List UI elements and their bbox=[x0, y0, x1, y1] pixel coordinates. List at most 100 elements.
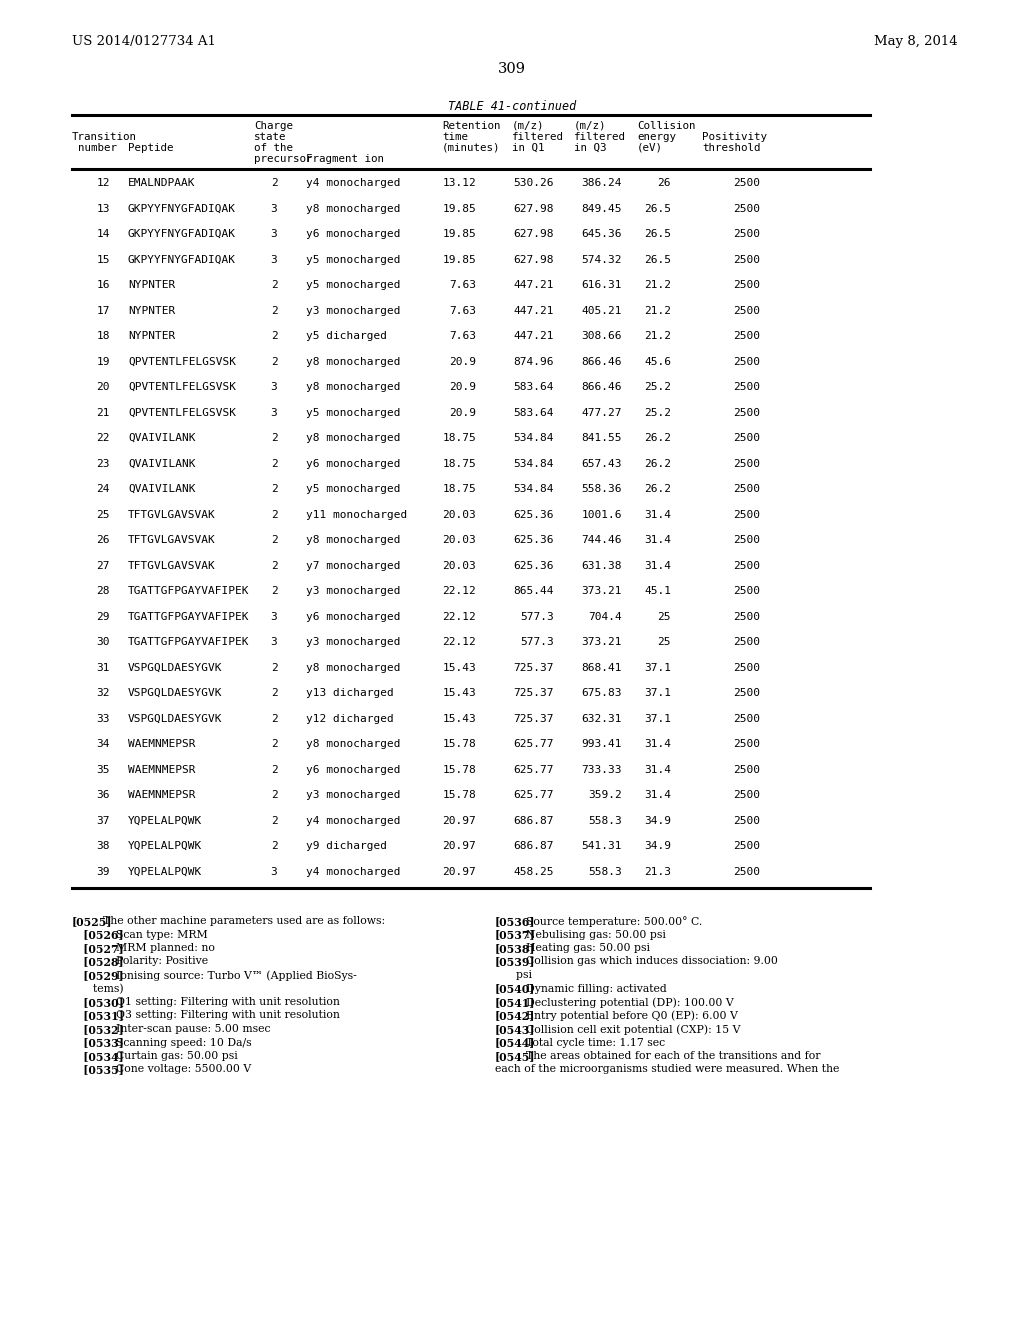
Text: 2500: 2500 bbox=[733, 535, 760, 545]
Text: 26: 26 bbox=[657, 178, 671, 187]
Text: y11 monocharged: y11 monocharged bbox=[306, 510, 408, 520]
Text: 19.85: 19.85 bbox=[442, 255, 476, 264]
Text: 33: 33 bbox=[96, 714, 110, 723]
Text: 2500: 2500 bbox=[733, 714, 760, 723]
Text: 15.78: 15.78 bbox=[442, 739, 476, 748]
Text: y5 monocharged: y5 monocharged bbox=[306, 484, 400, 494]
Text: [0540]: [0540] bbox=[495, 983, 536, 994]
Text: 31.4: 31.4 bbox=[644, 791, 671, 800]
Text: 23: 23 bbox=[96, 458, 110, 469]
Text: 583.64: 583.64 bbox=[513, 408, 554, 417]
Text: y3 monocharged: y3 monocharged bbox=[306, 638, 400, 647]
Text: WAEMNMEPSR: WAEMNMEPSR bbox=[128, 764, 196, 775]
Text: threshold: threshold bbox=[702, 143, 761, 153]
Text: y4 monocharged: y4 monocharged bbox=[306, 816, 400, 825]
Text: y8 monocharged: y8 monocharged bbox=[306, 381, 400, 392]
Text: US 2014/0127734 A1: US 2014/0127734 A1 bbox=[72, 36, 216, 48]
Text: y5 dicharged: y5 dicharged bbox=[306, 331, 387, 341]
Text: 627.98: 627.98 bbox=[513, 255, 554, 264]
Text: 558.3: 558.3 bbox=[588, 866, 622, 876]
Text: 2500: 2500 bbox=[733, 255, 760, 264]
Text: (m/z): (m/z) bbox=[574, 121, 606, 131]
Text: y8 monocharged: y8 monocharged bbox=[306, 356, 400, 367]
Text: 25: 25 bbox=[657, 611, 671, 622]
Text: Declustering potential (DP): 100.00 V: Declustering potential (DP): 100.00 V bbox=[519, 997, 734, 1007]
Text: 20.9: 20.9 bbox=[449, 381, 476, 392]
Text: 725.37: 725.37 bbox=[513, 663, 554, 672]
Text: 26.5: 26.5 bbox=[644, 255, 671, 264]
Text: 2500: 2500 bbox=[733, 816, 760, 825]
Text: [0534]: [0534] bbox=[72, 1051, 124, 1063]
Text: 45.6: 45.6 bbox=[644, 356, 671, 367]
Text: 2: 2 bbox=[270, 433, 278, 444]
Text: Curtain gas: 50.00 psi: Curtain gas: 50.00 psi bbox=[109, 1051, 238, 1061]
Text: 2500: 2500 bbox=[733, 458, 760, 469]
Text: 26.5: 26.5 bbox=[644, 230, 671, 239]
Text: 993.41: 993.41 bbox=[582, 739, 622, 748]
Text: filtered: filtered bbox=[574, 132, 626, 143]
Text: 2500: 2500 bbox=[733, 381, 760, 392]
Text: [0537]: [0537] bbox=[495, 929, 536, 940]
Text: 15.43: 15.43 bbox=[442, 688, 476, 698]
Text: 15.43: 15.43 bbox=[442, 714, 476, 723]
Text: 534.84: 534.84 bbox=[513, 433, 554, 444]
Text: 19: 19 bbox=[96, 356, 110, 367]
Text: 534.84: 534.84 bbox=[513, 484, 554, 494]
Text: [0525]: [0525] bbox=[72, 916, 113, 927]
Text: TGATTGFPGAYVAFIPEK: TGATTGFPGAYVAFIPEK bbox=[128, 586, 250, 597]
Text: 2: 2 bbox=[270, 663, 278, 672]
Text: Collision: Collision bbox=[637, 121, 695, 131]
Text: 36: 36 bbox=[96, 791, 110, 800]
Text: 447.21: 447.21 bbox=[513, 331, 554, 341]
Text: 20.97: 20.97 bbox=[442, 866, 476, 876]
Text: 2500: 2500 bbox=[733, 688, 760, 698]
Text: y9 dicharged: y9 dicharged bbox=[306, 841, 387, 851]
Text: 2500: 2500 bbox=[733, 331, 760, 341]
Text: The other machine parameters used are as follows:: The other machine parameters used are as… bbox=[96, 916, 385, 927]
Text: [0543]: [0543] bbox=[495, 1024, 536, 1035]
Text: 21.3: 21.3 bbox=[644, 866, 671, 876]
Text: filtered: filtered bbox=[512, 132, 564, 143]
Text: 32: 32 bbox=[96, 688, 110, 698]
Text: 31.4: 31.4 bbox=[644, 764, 671, 775]
Text: 2500: 2500 bbox=[733, 791, 760, 800]
Text: 2500: 2500 bbox=[733, 764, 760, 775]
Text: Dynamic filling: activated: Dynamic filling: activated bbox=[519, 983, 667, 994]
Text: Entry potential before Q0 (EP): 6.00 V: Entry potential before Q0 (EP): 6.00 V bbox=[519, 1011, 738, 1022]
Text: Scan type: MRM: Scan type: MRM bbox=[109, 929, 207, 940]
Text: 19.85: 19.85 bbox=[442, 203, 476, 214]
Text: y8 monocharged: y8 monocharged bbox=[306, 739, 400, 748]
Text: (minutes): (minutes) bbox=[442, 143, 501, 153]
Text: TABLE 41-continued: TABLE 41-continued bbox=[447, 100, 577, 114]
Text: WAEMNMEPSR: WAEMNMEPSR bbox=[128, 739, 196, 748]
Text: 2500: 2500 bbox=[733, 510, 760, 520]
Text: precursor: precursor bbox=[254, 154, 312, 164]
Text: [0538]: [0538] bbox=[495, 942, 536, 954]
Text: 849.45: 849.45 bbox=[582, 203, 622, 214]
Text: 26.2: 26.2 bbox=[644, 433, 671, 444]
Text: 22: 22 bbox=[96, 433, 110, 444]
Text: NYPNTER: NYPNTER bbox=[128, 280, 175, 290]
Text: y8 monocharged: y8 monocharged bbox=[306, 535, 400, 545]
Text: 2500: 2500 bbox=[733, 356, 760, 367]
Text: 2500: 2500 bbox=[733, 305, 760, 315]
Text: TGATTGFPGAYVAFIPEK: TGATTGFPGAYVAFIPEK bbox=[128, 638, 250, 647]
Text: 2500: 2500 bbox=[733, 611, 760, 622]
Text: 309: 309 bbox=[498, 62, 526, 77]
Text: 13: 13 bbox=[96, 203, 110, 214]
Text: 558.3: 558.3 bbox=[588, 816, 622, 825]
Text: Polarity: Positive: Polarity: Positive bbox=[109, 957, 208, 966]
Text: 20.97: 20.97 bbox=[442, 841, 476, 851]
Text: 31.4: 31.4 bbox=[644, 535, 671, 545]
Text: 2500: 2500 bbox=[733, 433, 760, 444]
Text: MRM planned: no: MRM planned: no bbox=[109, 942, 214, 953]
Text: 18.75: 18.75 bbox=[442, 458, 476, 469]
Text: [0544]: [0544] bbox=[495, 1038, 536, 1048]
Text: 25.2: 25.2 bbox=[644, 408, 671, 417]
Text: 477.27: 477.27 bbox=[582, 408, 622, 417]
Text: 733.33: 733.33 bbox=[582, 764, 622, 775]
Text: 2: 2 bbox=[270, 764, 278, 775]
Text: QPVTENTLFELGSVSK: QPVTENTLFELGSVSK bbox=[128, 408, 236, 417]
Text: psi: psi bbox=[495, 970, 532, 979]
Text: 21.2: 21.2 bbox=[644, 280, 671, 290]
